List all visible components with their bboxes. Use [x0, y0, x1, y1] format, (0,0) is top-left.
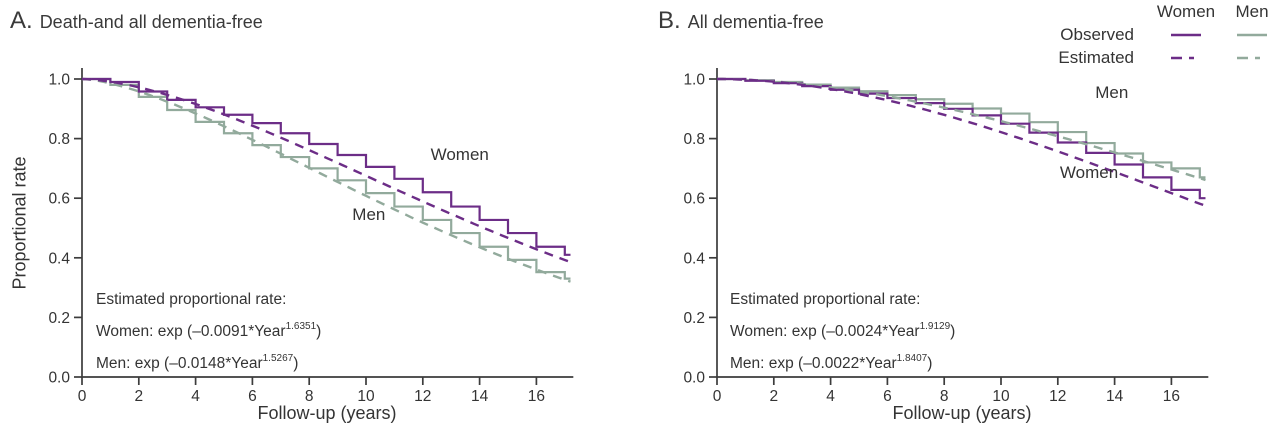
- x-axis-label-b: Follow-up (years): [892, 403, 1032, 423]
- chart-canvas-b: 0.0 0.2 0.4 0.6 0.8 1.0 0 2 4 6 8 10 12 14 16: [683, 68, 1209, 405]
- legend-swatch-women-observed: [1148, 31, 1224, 39]
- x-tick-label: 16: [1163, 388, 1180, 405]
- equation-note-a: Estimated proportional rate: Women: exp …: [96, 286, 321, 378]
- y-tick-label: 1.0: [48, 72, 70, 89]
- x-tick-label: 0: [78, 388, 87, 405]
- curve-label-women: Women: [1059, 162, 1119, 182]
- x-tick-label: 14: [471, 388, 489, 405]
- x-tick-label: 4: [826, 388, 835, 405]
- y-tick-label: 0.2: [48, 310, 70, 327]
- x-tick-label: 8: [940, 388, 949, 405]
- x-tick-label: 14: [1106, 388, 1124, 405]
- curve-label-women: Women: [430, 144, 489, 164]
- x-tick-label: 12: [1049, 388, 1066, 405]
- panel-b-title-text: All dementia-free: [687, 12, 824, 32]
- x-tick-label: 2: [769, 388, 778, 405]
- series-women-estimated: [717, 77, 1206, 207]
- legend-row-observed-label: Observed: [1060, 25, 1134, 44]
- y-axis-label: Proportional rate: [9, 156, 30, 290]
- legend-swatch-men-estimated: [1224, 54, 1280, 62]
- x-tick-label: 10: [357, 388, 375, 405]
- y-tick-label: 0.8: [48, 131, 70, 148]
- x-tick-label: 6: [248, 388, 257, 405]
- x-tick-label: 12: [414, 388, 431, 405]
- x-tick-label: 0: [713, 388, 722, 405]
- series-women-estimated: [81, 77, 571, 264]
- equation-note-b: Estimated proportional rate: Women: exp …: [730, 286, 955, 378]
- panel-a-title-text: Death-and all dementia-free: [39, 12, 263, 32]
- y-tick-label: 0.6: [683, 191, 705, 208]
- y-tick-label: 0.0: [48, 370, 70, 387]
- x-axis-label-a: Follow-up (years): [257, 403, 397, 423]
- y-tick-label: 0.2: [683, 310, 705, 327]
- series-men-observed: [82, 77, 571, 280]
- x-tick-label: 8: [305, 388, 314, 405]
- series-men-estimated: [81, 77, 571, 283]
- equation-men-b: Men: exp (–0.0022*Year1.8407): [730, 353, 933, 373]
- legend: Women Men Observed Estimated: [1052, 2, 1280, 68]
- equation-women-b: Women: exp (–0.0024*Year1.9129): [730, 321, 956, 341]
- y-tick-label: 0.6: [48, 191, 70, 208]
- panel-a-letter: A.: [10, 7, 33, 34]
- y-tick-label: 0.4: [48, 250, 70, 267]
- curve-label-men: Men: [352, 204, 386, 224]
- chart-canvas-a: 0.0 0.2 0.4 0.6 0.8 1.0 0 2 4 6 8 10 12 14 16: [48, 68, 574, 405]
- equation-title-a: Estimated proportional rate:: [96, 291, 287, 308]
- panel-a: 0.0 0.2 0.4 0.6 0.8 1.0 0 2 4 6 8 10 12 14 16 A. Death…: [9, 7, 574, 423]
- x-tick-label: 10: [992, 388, 1010, 405]
- x-tick-label: 2: [134, 388, 143, 405]
- y-tick-label: 0.8: [683, 131, 705, 148]
- legend-header-women: Women: [1156, 2, 1216, 21]
- legend-header-men: Men: [1235, 2, 1269, 21]
- series-women-observed: [717, 77, 1206, 200]
- series-men-observed: [717, 77, 1206, 179]
- legend-swatch-women-estimated: [1148, 54, 1224, 62]
- y-tick-label: 1.0: [683, 72, 705, 89]
- panel-a-title: A. Death-and all dementia-free: [10, 7, 263, 35]
- panel-b-title: B. All dementia-free: [658, 7, 824, 35]
- equation-title-b: Estimated proportional rate:: [730, 291, 921, 308]
- series-women-observed: [82, 77, 571, 256]
- x-tick-label: 4: [191, 388, 200, 405]
- legend-swatch-men-observed: [1224, 31, 1280, 39]
- panel-b: 0.0 0.2 0.4 0.6 0.8 1.0 0 2 4 6 8 10 12 14 16 B. All d…: [640, 0, 1280, 435]
- panel-b-letter: B.: [658, 7, 681, 34]
- legend-row-estimated-label: Estimated: [1058, 48, 1134, 67]
- equation-women-a: Women: exp (–0.0091*Year1.6351): [96, 321, 322, 341]
- curve-label-men: Men: [1095, 83, 1129, 102]
- y-tick-label: 0.0: [683, 370, 705, 387]
- y-tick-label: 0.4: [683, 250, 705, 267]
- x-tick-label: 6: [883, 388, 892, 405]
- x-tick-label: 16: [528, 388, 545, 405]
- equation-men-a: Men: exp (–0.0148*Year1.5267): [96, 353, 299, 373]
